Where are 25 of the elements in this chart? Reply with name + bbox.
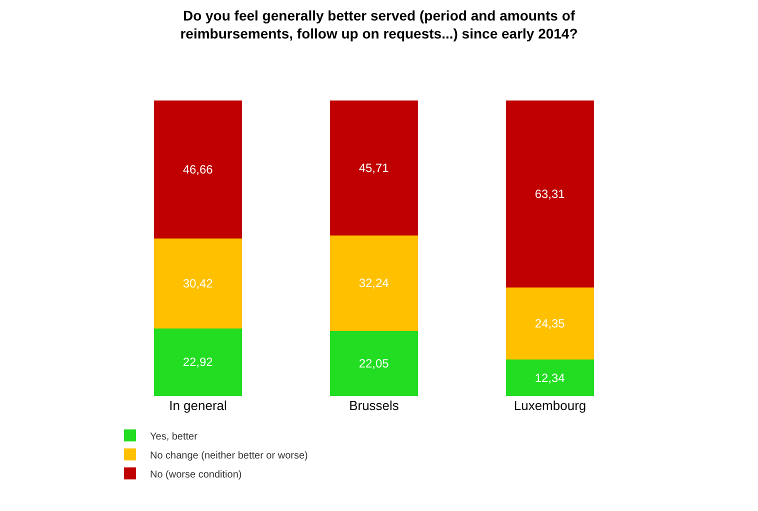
bar [330,330,418,396]
data-label: 12,34 [534,370,566,385]
data-label: 24,35 [534,316,566,331]
data-label: 46,66 [182,162,214,176]
data-label: 63,31 [534,187,566,202]
data-label: 45,71 [358,161,390,176]
bar [330,100,418,236]
bar [330,236,418,331]
legend-label: No (worse condition) [150,469,242,480]
bar [506,360,594,396]
bar [154,100,242,238]
legend-label: Yes, better [150,431,198,442]
data-label: 22,05 [358,356,390,370]
x-tick-label: Luxembourg [514,398,586,413]
legend-label: No change (neither better or worse) [150,450,308,462]
data-label: 22,92 [182,355,214,370]
x-tick-label: Brussels [349,398,400,413]
bar [506,288,594,360]
bar [154,238,242,328]
bar [506,100,594,288]
chart-title: Do you feel generally better served (period and amounts of reimbursements, follow up on requests...) since early 2014? [180,7,578,42]
data-label: 32,24 [358,276,390,290]
bar [154,328,242,396]
x-tick-label: In general [169,398,228,413]
data-label: 30,42 [182,276,214,290]
